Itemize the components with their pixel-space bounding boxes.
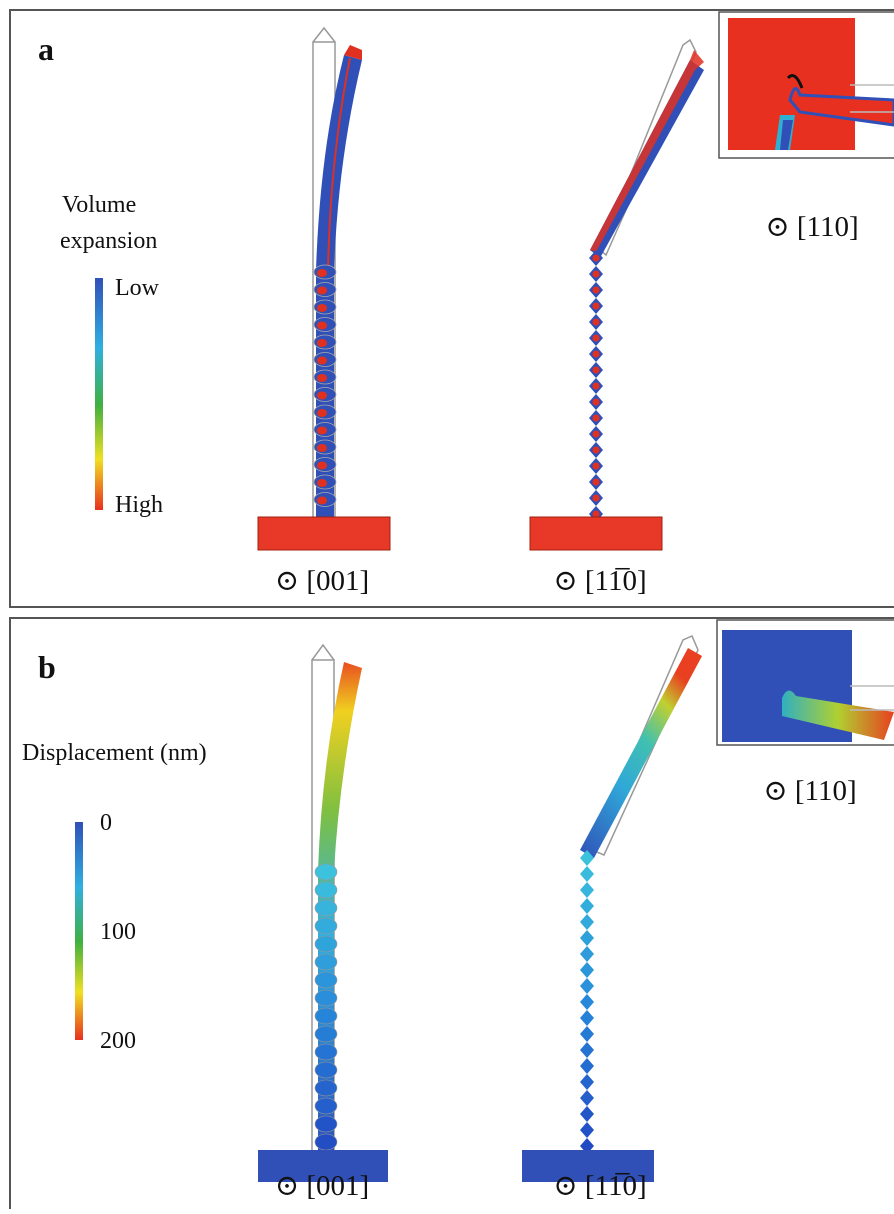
bead — [592, 302, 600, 310]
panel-a-art — [257, 11, 894, 551]
bead — [592, 494, 600, 502]
bead — [592, 446, 600, 454]
bead — [317, 479, 327, 487]
bead — [317, 304, 327, 312]
bead — [317, 321, 327, 330]
colorbar-tick-label: 0 — [100, 810, 112, 836]
view-label: ⊙ [11̅0] — [553, 565, 646, 597]
legend-title: expansion — [60, 228, 157, 254]
bead — [314, 863, 338, 881]
bead — [580, 866, 594, 882]
legend-low: Low — [115, 275, 160, 301]
bead — [592, 254, 600, 262]
bead — [314, 1007, 338, 1025]
bead — [592, 270, 600, 278]
bead — [314, 899, 338, 917]
legend-high: High — [115, 492, 163, 518]
bead — [580, 1026, 594, 1042]
bead — [317, 426, 327, 435]
bead — [317, 286, 327, 295]
panel-b-art — [258, 619, 894, 1182]
bead — [580, 850, 594, 866]
bead — [592, 382, 600, 390]
bead — [314, 971, 338, 989]
bead — [580, 914, 594, 930]
bead — [580, 994, 594, 1010]
legend-title: Volume — [62, 192, 136, 218]
bead — [317, 339, 327, 347]
bead — [314, 1043, 338, 1061]
bead — [580, 1074, 594, 1090]
bead — [580, 962, 594, 978]
bead — [317, 391, 327, 400]
legend-title: Displacement (nm) — [22, 740, 207, 766]
bead — [317, 269, 327, 277]
bead — [592, 366, 600, 374]
colorbar — [75, 822, 83, 1040]
colorbar-tick-label: 100 — [100, 919, 136, 945]
bead — [314, 881, 338, 899]
view-label: ⊙ [110] — [763, 775, 856, 807]
bead — [580, 1042, 594, 1058]
colorbar — [95, 278, 103, 510]
bead — [592, 510, 600, 518]
bead — [580, 1058, 594, 1074]
view-label: ⊙ [001] — [275, 565, 369, 597]
bead — [314, 935, 338, 953]
bead — [580, 898, 594, 914]
bead — [592, 350, 600, 358]
bead — [317, 356, 327, 365]
bead — [580, 978, 594, 994]
panel-frame — [9, 617, 894, 1214]
panel-frame — [9, 9, 894, 608]
bead — [314, 1133, 338, 1151]
bead — [314, 1025, 338, 1043]
colorbar-tick-label: 200 — [100, 1028, 136, 1054]
view-label: ⊙ [110] — [765, 211, 858, 243]
bead — [317, 461, 327, 470]
bead — [592, 430, 600, 438]
panel-label: b — [38, 649, 56, 685]
bead — [580, 1122, 594, 1138]
bead — [314, 989, 338, 1007]
bead — [580, 1106, 594, 1122]
bead — [317, 374, 327, 382]
bead — [592, 398, 600, 406]
bead — [592, 414, 600, 422]
bead — [580, 1010, 594, 1026]
bead — [314, 1079, 338, 1097]
bead — [580, 930, 594, 946]
bead — [592, 462, 600, 470]
bead — [592, 286, 600, 294]
bead — [314, 1061, 338, 1079]
bead — [317, 496, 327, 505]
bead — [592, 318, 600, 326]
bead — [580, 1090, 594, 1106]
bead — [314, 1097, 338, 1115]
bead — [314, 917, 338, 935]
bead — [580, 882, 594, 898]
view-label: ⊙ [11̅0] — [553, 1170, 646, 1202]
view-label: ⊙ [001] — [275, 1170, 369, 1202]
bead — [314, 1115, 338, 1133]
panel-label: a — [38, 31, 54, 67]
bead — [317, 409, 327, 417]
bead — [314, 953, 338, 971]
bead — [592, 334, 600, 342]
bead — [592, 478, 600, 486]
bead — [580, 946, 594, 962]
bead — [317, 444, 327, 452]
